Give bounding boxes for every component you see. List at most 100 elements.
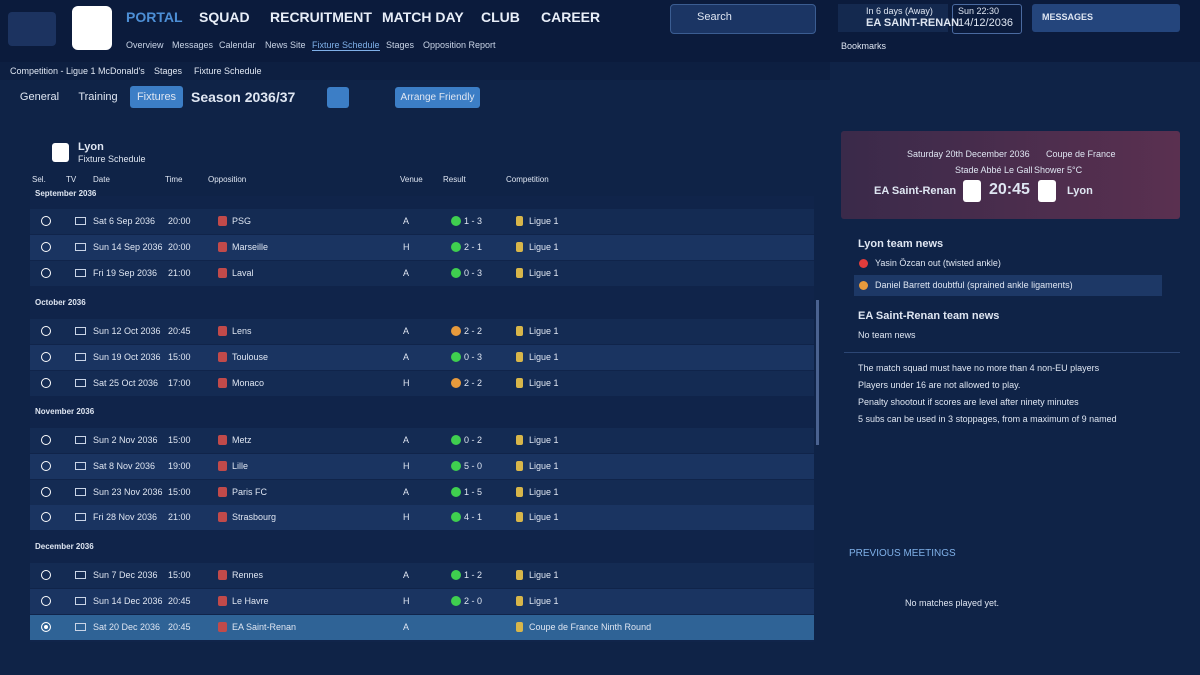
opposition[interactable]: Laval [232,268,254,278]
competition[interactable]: Ligue 1 [529,596,559,606]
column-header[interactable]: Competition [506,175,549,184]
competition[interactable]: Coupe de France Ninth Round [529,622,652,632]
tab[interactable]: General [19,91,60,103]
select-radio[interactable] [41,487,51,497]
select-radio[interactable] [41,461,51,471]
fixture-row[interactable] [30,235,814,260]
column-header[interactable]: TV [66,175,77,184]
breadcrumb[interactable]: Stages [154,66,183,76]
column-header[interactable]: Sel. [32,175,46,184]
opposition[interactable]: Toulouse [232,352,269,362]
select-radio[interactable] [41,326,51,336]
submenu-item[interactable]: Messages [172,40,214,50]
opposition[interactable]: Paris FC [232,487,268,497]
competition[interactable]: Ligue 1 [529,378,559,388]
menu-item[interactable]: RECRUITMENT [270,9,372,25]
result[interactable]: 1 - 2 [464,570,483,580]
fixture-row[interactable] [30,261,814,286]
select-radio[interactable] [41,216,51,226]
tab[interactable]: Training [78,91,118,103]
breadcrumb[interactable]: Fixture Schedule [194,66,262,76]
result[interactable]: 2 - 0 [464,596,483,606]
competition[interactable]: Ligue 1 [529,352,559,362]
fixture-row[interactable] [30,480,814,505]
result[interactable]: 1 - 5 [464,487,483,497]
select-radio[interactable] [41,352,51,362]
competition[interactable]: Ligue 1 [529,242,559,252]
menu-item[interactable]: CAREER [541,9,601,25]
competition[interactable]: Ligue 1 [529,487,559,497]
fixture-row[interactable] [30,371,814,396]
fixture-row[interactable] [30,589,814,614]
select-radio[interactable] [41,596,51,606]
result[interactable]: 1 - 3 [464,216,483,226]
clock-box[interactable] [952,4,1022,34]
column-header[interactable]: Result [443,175,466,184]
breadcrumb[interactable]: Competition - Ligue 1 McDonald's [10,66,145,76]
season-dropdown[interactable]: Season 2036/37 [191,89,296,105]
result[interactable]: 0 - 3 [464,268,483,278]
result[interactable]: 2 - 1 [464,242,483,252]
opposition[interactable]: Monaco [232,378,265,388]
opposition[interactable]: Strasbourg [232,512,277,522]
result[interactable]: 0 - 2 [464,435,483,445]
competition[interactable]: Ligue 1 [529,461,559,471]
column-header[interactable]: Venue [400,175,423,184]
result[interactable]: 4 - 1 [464,512,483,522]
menu-item[interactable]: CLUB [481,9,520,25]
arrange-button[interactable]: Arrange Friendly [395,87,480,108]
submenu-item[interactable]: Fixture Schedule [312,40,380,51]
messages-label[interactable]: MESSAGES [1042,12,1094,22]
bookmarks[interactable]: Bookmarks [841,41,887,51]
tab[interactable]: Fixtures [130,86,183,108]
column-header[interactable]: Date [93,175,110,184]
scrollbar[interactable] [816,300,819,445]
menu-item[interactable]: MATCH DAY [382,9,464,25]
fixture-row[interactable] [30,563,814,588]
search-box[interactable] [670,4,816,34]
opposition[interactable]: EA Saint-Renan [232,622,297,632]
messages-button[interactable] [1032,4,1180,32]
fixture-row[interactable] [30,209,814,234]
next-match-box[interactable] [838,4,948,32]
opposition[interactable]: Rennes [232,570,264,580]
opposition[interactable]: Lens [232,326,252,336]
column-header[interactable]: Time [165,175,183,184]
fixture-row[interactable] [30,428,814,453]
search-label[interactable]: Search [697,11,732,23]
prev-button[interactable] [327,87,349,108]
competition[interactable]: Ligue 1 [529,512,559,522]
competition[interactable]: Ligue 1 [529,216,559,226]
fixture-row[interactable] [30,345,814,370]
news-item[interactable]: Daniel Barrett doubtful (sprained ankle … [875,280,1073,290]
opposition[interactable]: Lille [232,461,249,471]
competition[interactable]: Ligue 1 [529,326,559,336]
select-radio[interactable] [41,268,51,278]
submenu-item[interactable]: Stages [386,40,415,50]
select-radio[interactable] [41,242,51,252]
opposition[interactable]: PSG [232,216,252,226]
select-radio[interactable] [41,622,51,632]
fixture-row[interactable] [30,505,814,530]
menu-item[interactable]: PORTAL [126,9,183,25]
result[interactable]: 2 - 2 [464,378,483,388]
select-radio[interactable] [41,378,51,388]
column-header[interactable]: Opposition [208,175,247,184]
opposition[interactable]: Le Havre [232,596,269,606]
select-radio[interactable] [41,435,51,445]
select-radio[interactable] [41,570,51,580]
competition[interactable]: Ligue 1 [529,570,559,580]
fixture-row[interactable] [30,615,814,640]
fixture-row[interactable] [30,319,814,344]
select-radio[interactable] [41,512,51,522]
history-buttons[interactable] [8,12,56,46]
opposition[interactable]: Marseille [232,242,269,252]
fixture-row[interactable] [30,454,814,479]
menu-item[interactable]: SQUAD [199,9,250,25]
submenu-item[interactable]: Opposition Report [423,40,496,50]
submenu-item[interactable]: Overview [126,40,164,50]
opposition[interactable]: Metz [232,435,252,445]
competition[interactable]: Ligue 1 [529,435,559,445]
result[interactable]: 2 - 2 [464,326,483,336]
submenu-item[interactable]: News Site [265,40,306,50]
